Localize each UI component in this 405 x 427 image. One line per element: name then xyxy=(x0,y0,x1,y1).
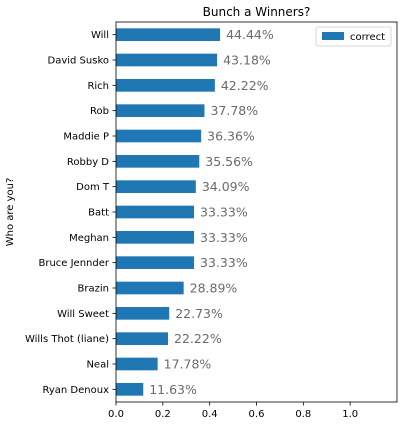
bar xyxy=(116,180,196,193)
data-label: 35.56% xyxy=(205,154,253,169)
y-tick-label: Ryan Denoux xyxy=(42,385,109,396)
y-tick-label: Batt xyxy=(88,208,109,219)
bar xyxy=(116,231,195,244)
y-axis-label: Who are you? xyxy=(5,178,16,247)
bar xyxy=(116,307,170,320)
data-label: 42.22% xyxy=(221,78,269,93)
y-tick-labels: Will David Susko Rich Rob Maddie P Robby D Dom… xyxy=(25,30,116,396)
bar xyxy=(116,332,169,345)
bar xyxy=(116,281,184,295)
bar xyxy=(116,155,200,168)
plot-frame xyxy=(115,21,398,403)
data-label: 44.44% xyxy=(226,27,274,42)
x-tick-label: 1.0 xyxy=(342,409,358,420)
x-tick-label: 0.0 xyxy=(108,409,124,420)
bar xyxy=(116,53,218,67)
data-label: 33.33% xyxy=(200,230,248,245)
bar xyxy=(116,357,158,371)
bar xyxy=(116,129,202,143)
data-label: 36.36% xyxy=(207,129,255,144)
data-label: 17.78% xyxy=(164,357,212,372)
data-label: 34.09% xyxy=(202,179,250,194)
y-tick-label: Will Sweet xyxy=(57,309,109,320)
bar xyxy=(116,104,205,117)
y-tick-label: Maddie P xyxy=(63,132,109,143)
legend: correct xyxy=(315,26,392,47)
bars-group: 44.44% 43.18% 42.22% 37.78% 36.36% 35.56% 34.0… xyxy=(116,27,274,397)
y-tick-label: Neal xyxy=(86,360,109,371)
data-label: 37.78% xyxy=(210,103,258,118)
data-label: 33.33% xyxy=(200,205,248,220)
data-label: 33.33% xyxy=(200,255,248,270)
y-tick-label: Robby D xyxy=(67,157,109,168)
data-label: 22.22% xyxy=(174,331,222,346)
x-ticks: 0.0 0.2 0.4 0.6 0.8 1.0 xyxy=(108,402,358,420)
data-label: 11.63% xyxy=(149,382,197,397)
legend-swatch xyxy=(322,32,344,40)
x-tick-label: 0.4 xyxy=(202,409,218,420)
y-tick-label: Rich xyxy=(87,81,109,92)
x-tick-label: 0.2 xyxy=(155,409,171,420)
y-tick-label: David Susko xyxy=(48,56,110,67)
data-label: 22.73% xyxy=(175,306,223,321)
y-tick-label: Brazin xyxy=(78,284,109,295)
bar xyxy=(116,79,215,92)
data-label: 43.18% xyxy=(223,53,271,68)
data-label: 28.89% xyxy=(190,281,238,296)
y-tick-label: Rob xyxy=(90,106,109,117)
y-tick-label: Meghan xyxy=(69,233,109,244)
bar xyxy=(116,28,221,41)
y-tick-label: Bruce Jennder xyxy=(38,258,109,269)
x-tick-label: 0.8 xyxy=(295,409,311,420)
y-tick-label: Dom T xyxy=(76,182,110,193)
y-tick-label: Wills Thot (liane) xyxy=(25,334,109,345)
x-tick-label: 0.6 xyxy=(249,409,265,420)
bar xyxy=(116,383,144,396)
legend-box xyxy=(315,26,392,47)
bar xyxy=(116,256,195,269)
bar xyxy=(116,205,195,219)
chart-title: Bunch a Winners? xyxy=(203,5,311,19)
y-tick-label: Will xyxy=(91,30,109,41)
legend-label: correct xyxy=(350,32,385,43)
